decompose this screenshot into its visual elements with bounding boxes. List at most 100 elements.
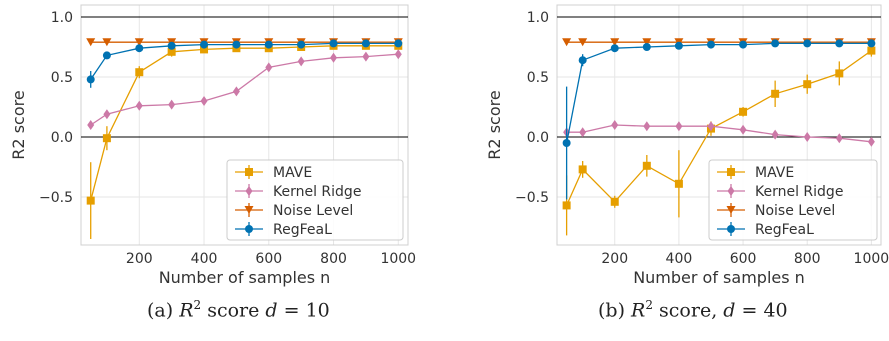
x-tick-label: 800 <box>794 251 821 267</box>
data-point <box>361 39 370 48</box>
y-tick-label: −0.5 <box>39 190 73 206</box>
data-point <box>562 201 571 210</box>
data-point <box>297 40 306 49</box>
data-point <box>87 120 95 130</box>
data-point <box>362 51 370 62</box>
legend-label: Noise Level <box>755 203 835 219</box>
data-point <box>103 109 111 120</box>
data-point <box>200 45 209 54</box>
data-point <box>642 43 651 51</box>
data-point <box>867 46 876 55</box>
legend-label: RegFeaL <box>273 222 332 238</box>
y-tick-label: −0.5 <box>515 190 549 206</box>
data-point <box>578 56 587 65</box>
x-tick-label: 600 <box>730 251 757 267</box>
y-tick-label: 0.0 <box>51 130 73 146</box>
data-point <box>265 62 273 73</box>
data-point <box>168 99 176 110</box>
data-point <box>102 38 112 47</box>
data-point <box>739 107 748 116</box>
data-point <box>835 133 843 144</box>
x-tick-label: 800 <box>320 251 347 267</box>
series-line <box>90 53 399 126</box>
data-point <box>297 56 305 67</box>
data-point <box>771 39 780 48</box>
data-point <box>674 179 683 188</box>
data-point <box>771 89 780 98</box>
data-point <box>707 121 715 132</box>
data-point <box>135 100 143 111</box>
x-tick-label: 1000 <box>854 251 889 267</box>
data-point <box>562 38 572 47</box>
data-point <box>200 96 208 106</box>
data-point <box>562 139 571 147</box>
series-kernel-ridge <box>563 120 875 147</box>
data-point <box>610 197 619 206</box>
data-point <box>610 44 619 53</box>
data-point <box>739 124 747 135</box>
series-line <box>565 42 872 144</box>
y-tick-label: 0.5 <box>527 70 549 86</box>
data-point <box>642 38 652 47</box>
y-tick-label: 1.0 <box>51 10 73 26</box>
series-regfeal <box>562 39 876 200</box>
x-axis-label: Number of samples n <box>633 268 805 287</box>
x-axis-label: Number of samples n <box>159 268 331 287</box>
legend-marker <box>245 168 253 176</box>
caption-a-math: R <box>179 299 194 322</box>
data-point <box>135 68 144 77</box>
legend-marker <box>727 186 735 196</box>
data-point <box>674 41 683 50</box>
series-regfeal <box>86 39 403 88</box>
data-point <box>394 49 402 60</box>
chart-panel-1: 200 400 600 800 1000 −0.5 0.0 0.5 1.0 Number of s… <box>485 4 889 287</box>
legend: MAVE Kernel Ridge Noise Level RegFeaL <box>708 159 878 241</box>
legend-label: Kernel Ridge <box>273 184 361 200</box>
data-point <box>329 39 338 48</box>
data-point <box>167 47 176 56</box>
data-point <box>642 161 651 170</box>
caption-b-math: R <box>631 299 646 322</box>
legend-label: Noise Level <box>273 203 353 219</box>
y-tick-label: 0.0 <box>527 130 549 146</box>
data-point <box>394 39 403 48</box>
data-point <box>330 52 338 63</box>
data-point <box>867 39 876 48</box>
data-point <box>264 40 273 49</box>
data-point <box>706 40 715 49</box>
x-tick-label: 600 <box>255 251 282 267</box>
series-line <box>566 124 872 143</box>
data-point <box>771 129 779 140</box>
legend-label: RegFeaL <box>755 222 814 238</box>
data-point <box>578 38 588 47</box>
legend: MAVE Kernel Ridge Noise Level RegFeaL <box>226 159 404 241</box>
y-tick-label: 0.5 <box>51 70 73 86</box>
data-point <box>675 121 683 132</box>
legend-marker <box>244 206 254 214</box>
x-tick-label: 400 <box>666 251 693 267</box>
data-point <box>867 136 875 147</box>
legend-marker <box>245 225 253 233</box>
legend-label: Kernel Ridge <box>755 184 843 200</box>
data-point <box>102 51 111 60</box>
data-point <box>835 69 844 78</box>
y-tick-label: 1.0 <box>527 10 549 26</box>
data-point <box>200 40 209 49</box>
data-point <box>134 38 144 47</box>
caption-b-prefix: (b) <box>598 299 625 322</box>
legend-box <box>226 159 404 241</box>
plot-frame <box>556 4 882 246</box>
caption-b-sup: 2 <box>645 298 653 312</box>
caption-a-prefix: (a) <box>147 299 174 322</box>
plot-frame <box>80 4 409 246</box>
data-point <box>579 127 587 138</box>
caption-a: (a) R2 score d = 10 <box>147 298 330 321</box>
y-axis-label: R2 score <box>485 90 504 159</box>
legend-marker <box>727 168 735 176</box>
data-point <box>232 40 241 49</box>
caption-a-var: d <box>265 299 278 322</box>
caption-a-sup: 2 <box>193 298 202 312</box>
x-tick-label: 200 <box>126 251 153 267</box>
data-point <box>167 41 176 50</box>
